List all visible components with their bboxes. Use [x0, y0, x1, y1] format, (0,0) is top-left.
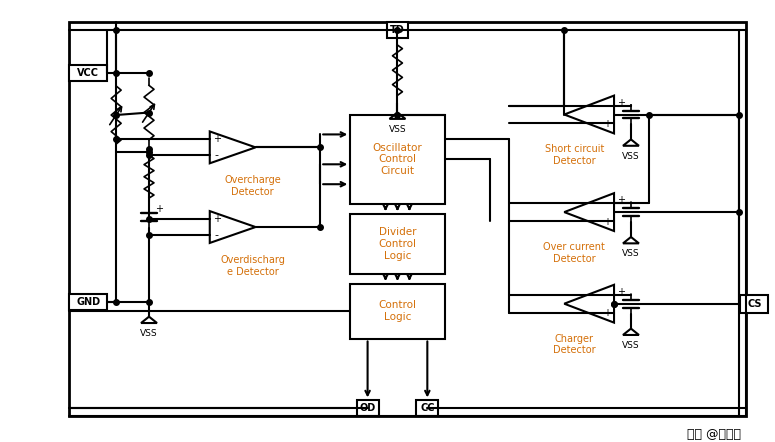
- Bar: [69, 22, 746, 416]
- Bar: [350, 114, 445, 204]
- Text: -: -: [215, 150, 219, 160]
- Text: Short circuit
Detector: Short circuit Detector: [545, 145, 604, 166]
- Text: +: +: [603, 217, 611, 227]
- Text: CS: CS: [747, 299, 762, 309]
- Text: +: +: [617, 98, 625, 107]
- Bar: [350, 214, 445, 274]
- Text: +: +: [212, 214, 221, 224]
- Text: 头条 @芯片哥: 头条 @芯片哥: [687, 428, 742, 441]
- Bar: [740, 295, 768, 312]
- Text: -: -: [605, 100, 609, 110]
- Text: Oscillator
Control
Circuit: Oscillator Control Circuit: [373, 143, 422, 176]
- Text: Overcharge
Detector: Overcharge Detector: [224, 175, 281, 197]
- Text: VSS: VSS: [622, 341, 640, 350]
- Text: GND: GND: [76, 297, 100, 307]
- Text: TD: TD: [390, 25, 405, 35]
- Text: +: +: [617, 195, 625, 205]
- Text: -: -: [605, 289, 609, 299]
- Text: +: +: [155, 204, 163, 214]
- Text: Over current
Detector: Over current Detector: [543, 242, 605, 263]
- Bar: [350, 284, 445, 339]
- Text: -: -: [215, 230, 219, 240]
- Text: OD: OD: [360, 403, 376, 413]
- Text: VCC: VCC: [78, 68, 99, 78]
- Bar: [69, 294, 107, 310]
- Bar: [387, 22, 408, 38]
- Text: +: +: [603, 119, 611, 129]
- Bar: [356, 400, 378, 416]
- Text: +: +: [603, 308, 611, 318]
- Bar: [69, 65, 107, 80]
- Text: Control
Logic: Control Logic: [378, 301, 416, 322]
- Text: CC: CC: [420, 403, 435, 413]
- Text: Overdischarg
e Detector: Overdischarg e Detector: [220, 255, 285, 277]
- Text: -: -: [605, 198, 609, 208]
- Text: VSS: VSS: [622, 249, 640, 259]
- Text: VSS: VSS: [140, 329, 158, 338]
- Text: Divider
Control
Logic: Divider Control Logic: [378, 227, 416, 260]
- Text: +: +: [212, 134, 221, 145]
- Bar: [416, 400, 439, 416]
- Text: +: +: [617, 287, 625, 297]
- Text: VSS: VSS: [622, 152, 640, 161]
- Text: Charger
Detector: Charger Detector: [553, 334, 595, 355]
- Text: VSS: VSS: [388, 125, 406, 134]
